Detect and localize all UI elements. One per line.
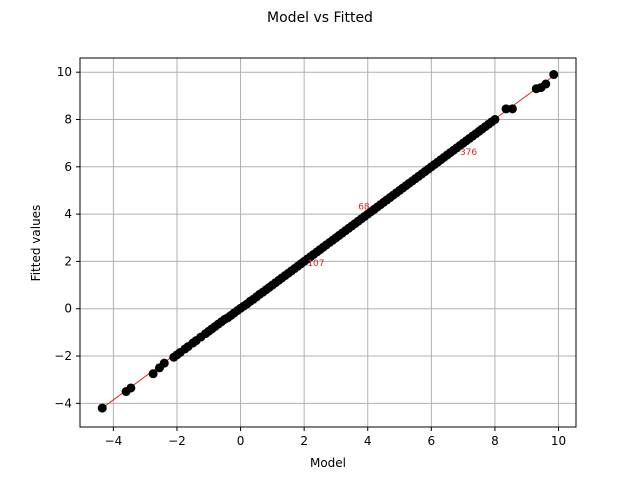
point-annotation: 376	[460, 148, 477, 158]
x-tick-label: 10	[551, 434, 566, 448]
y-axis-label: Fitted values	[29, 205, 43, 282]
y-tick-label: 0	[64, 302, 72, 316]
data-point	[126, 383, 136, 393]
x-tick-label: 8	[491, 434, 499, 448]
y-tick-label: 10	[57, 65, 72, 79]
data-point	[148, 369, 158, 379]
grid	[80, 58, 576, 427]
x-tick-label: 0	[237, 434, 245, 448]
annotations-group: 68 107 376	[307, 148, 477, 269]
x-tick-label: 2	[300, 434, 308, 448]
x-axis: −4 −2 0 2 4 6 8 10	[105, 427, 566, 448]
data-point	[541, 79, 551, 89]
point-annotation: 68	[358, 202, 370, 212]
data-point	[549, 70, 559, 80]
x-axis-label: Model	[310, 456, 346, 470]
data-point	[490, 115, 500, 124]
x-tick-label: 4	[364, 434, 372, 448]
y-tick-label: −4	[54, 396, 72, 410]
y-tick-label: −2	[54, 349, 72, 363]
y-tick-label: 2	[64, 254, 72, 268]
points-group	[97, 70, 559, 413]
chart-title: Model vs Fitted	[267, 10, 373, 26]
y-tick-label: 6	[64, 160, 72, 174]
x-tick-label: −2	[168, 434, 186, 448]
y-tick-label: 8	[64, 113, 72, 127]
plot-frame	[79, 57, 577, 428]
point-annotation: 107	[307, 259, 324, 269]
x-tick-label: 6	[428, 434, 436, 448]
data-point	[501, 104, 511, 114]
data-point	[507, 104, 517, 114]
y-axis: −4 −2 0 2 4 6 8 10	[54, 65, 80, 410]
data-point	[159, 358, 169, 368]
y-tick-label: 4	[64, 207, 72, 221]
x-tick-label: −4	[105, 434, 123, 448]
data-point	[97, 403, 107, 413]
